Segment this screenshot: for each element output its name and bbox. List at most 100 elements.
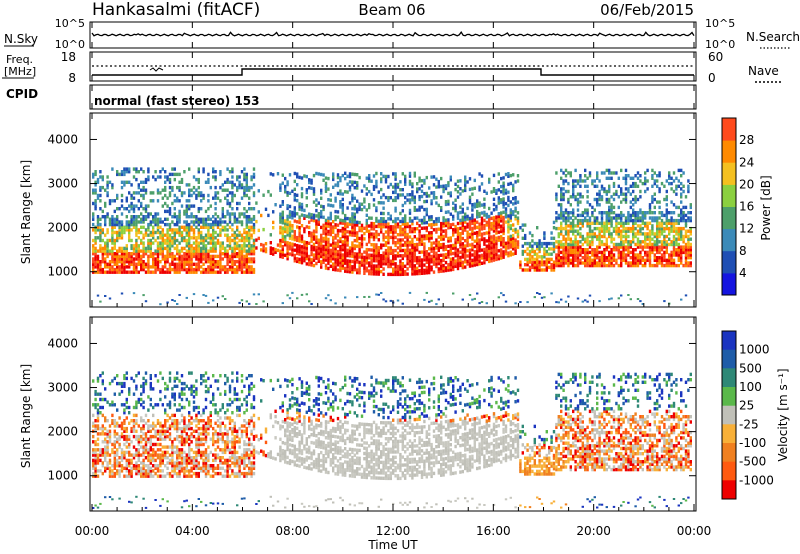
data-cell [108,267,112,272]
data-cell [459,242,462,246]
data-cell [279,231,282,235]
data-cell [569,171,572,175]
data-cell [651,184,654,188]
data-cell [536,252,539,256]
data-cell [432,259,436,264]
data-cell [416,182,419,186]
data-cell [248,207,251,211]
data-cell [677,213,680,218]
data-cell [488,235,491,240]
data-cell [108,265,112,269]
data-cell [677,253,680,257]
data-cell [353,262,356,267]
data-cell [473,297,476,300]
data-cell [118,207,121,211]
data-cell [598,250,601,255]
data-cell [272,220,275,225]
data-cell [116,249,119,253]
data-cell [648,261,652,265]
data-cell [365,261,368,265]
data-cell [648,208,652,212]
data-cell [101,209,104,214]
data-cell [584,240,587,244]
data-cell [663,226,666,231]
data-cell [680,229,683,233]
data-cell [584,179,587,183]
data-cell [680,237,683,241]
data-cell [236,225,239,229]
data-cell [423,271,426,275]
data-cell [543,268,546,272]
data-cell [128,260,131,264]
data-cell [567,261,570,265]
data-cell [579,174,582,178]
data-cell [538,249,541,254]
data-cell [473,255,476,259]
data-cell [689,253,692,257]
data-cell [336,263,340,267]
data-cell [598,232,601,236]
data-cell [646,237,649,241]
data-cell [281,250,284,254]
data-cell [528,265,532,270]
data-cell [106,466,109,470]
data-cell [248,236,251,240]
data-cell [344,258,347,263]
data-cell [190,254,193,259]
data-cell [356,270,359,275]
data-cell [209,185,212,190]
data-cell [512,252,515,256]
data-cell [317,246,320,250]
data-cell [586,224,589,228]
data-cell [430,236,433,240]
data-cell [456,248,460,252]
data-cell [502,255,505,259]
data-cell [317,249,320,253]
data-cell [204,244,208,248]
data-cell [173,199,176,203]
data-cell [336,231,340,235]
data-cell [161,267,164,272]
data-cell [166,301,169,304]
data-cell [425,257,428,262]
data-cell [572,179,575,183]
data-cell [473,239,476,243]
data-cell [588,258,592,262]
data-cell [644,250,647,255]
data-cell [471,248,474,252]
data-cell [149,199,152,203]
data-cell [130,228,133,232]
data-cell [144,207,148,211]
data-cell [178,257,181,261]
data-cell [111,442,114,447]
data-cell [560,258,563,262]
data-cell [526,257,529,262]
data-cell [576,197,580,202]
data-cell [111,241,114,245]
data-cell [380,269,383,274]
data-cell [140,260,143,264]
data-cell [180,249,184,253]
data-cell [509,208,512,212]
data-cell [125,170,128,174]
data-cell [492,234,496,238]
data-cell [454,259,457,263]
data-cell [272,252,275,256]
data-cell [164,241,167,245]
data-cell [226,199,229,203]
data-cell [346,261,349,266]
data-cell [480,301,484,303]
data-cell [104,450,107,455]
freq-panel: Freq. [MHz] 18 8 60 0 Nave [2,50,782,85]
data-cell [113,456,116,460]
data-cell [108,471,112,476]
data-cell [507,240,510,245]
data-cell [176,215,179,219]
data-cell [420,258,424,262]
data-cell [612,184,616,188]
data-cell [329,243,332,247]
data-cell [490,216,493,221]
data-cell [464,212,467,216]
data-cell [113,241,116,245]
data-cell [603,258,606,262]
